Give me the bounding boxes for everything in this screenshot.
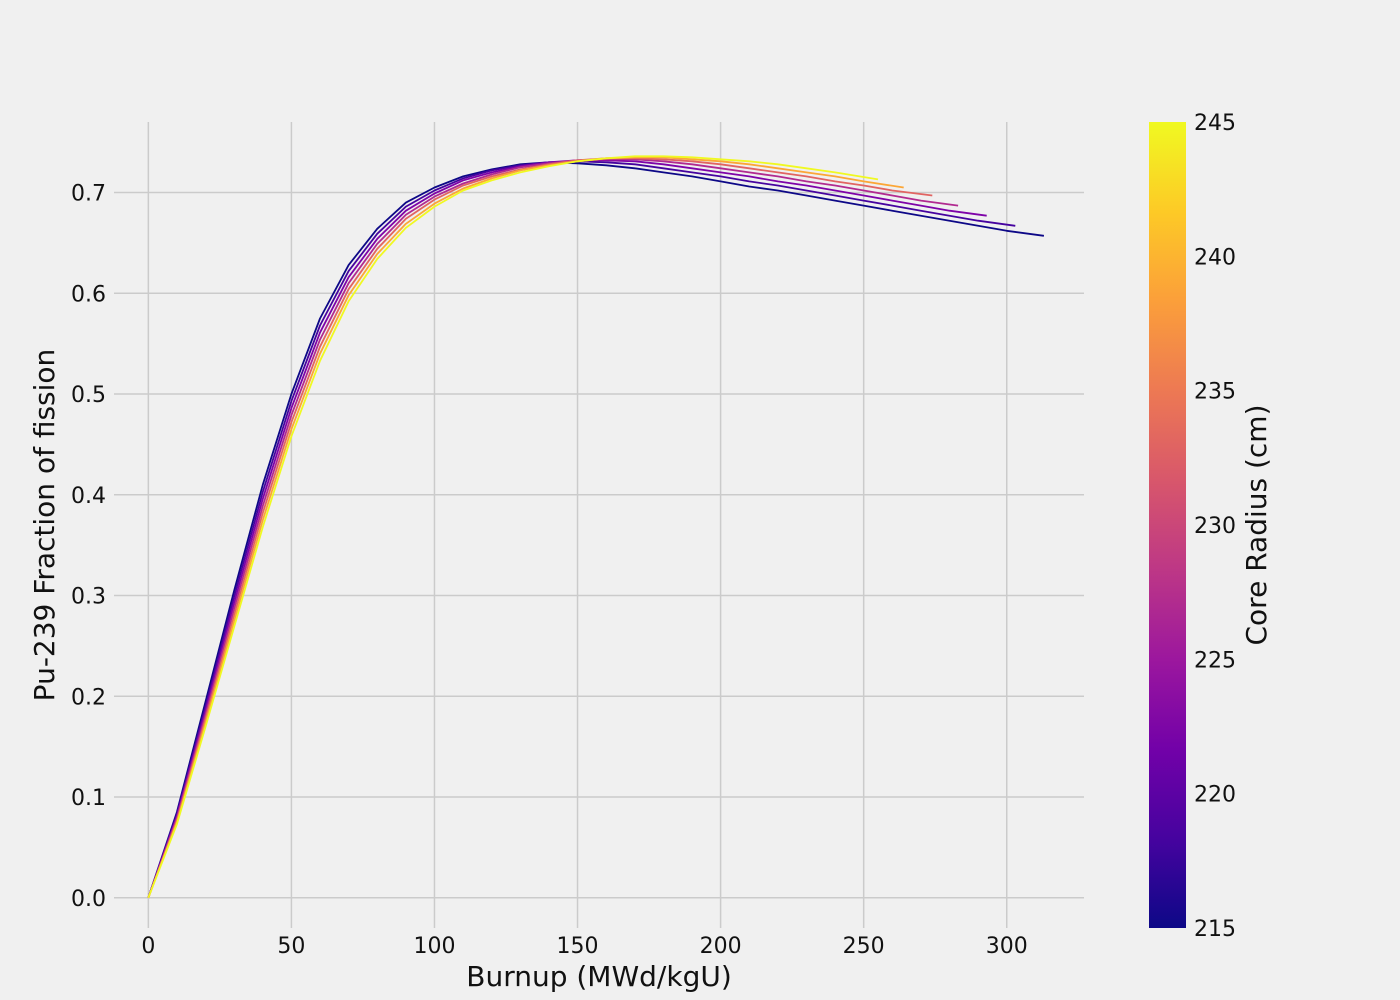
- colorbar: [1149, 122, 1186, 928]
- series-line-230: [147, 158, 959, 899]
- series-line-220: [147, 160, 1016, 899]
- x-tick-label: 250: [843, 934, 885, 959]
- x-tick-label: 100: [413, 934, 455, 959]
- y-tick-label: 0.4: [71, 484, 106, 509]
- colorbar-tick-label: 215: [1194, 917, 1236, 942]
- colorbar-tick-label: 240: [1194, 245, 1236, 270]
- y-tick-label: 0.2: [71, 685, 106, 710]
- y-tick-label: 0.5: [71, 383, 106, 408]
- colorbar-ticks: 215 220 225 230 235 240 245: [1194, 111, 1236, 942]
- series-line-235: [147, 157, 933, 899]
- x-tick-label: 200: [700, 934, 742, 959]
- series-line-245: [147, 155, 879, 899]
- x-axis-ticks: 0 50 100 150 200 250 300: [141, 934, 1027, 959]
- y-axis-label: Pu-239 Fraction of fission: [28, 349, 61, 702]
- colorbar-tick-label: 220: [1194, 783, 1236, 808]
- x-tick-label: 0: [141, 934, 155, 959]
- y-tick-label: 0.6: [71, 282, 106, 307]
- colorbar-tick-label: 235: [1194, 380, 1236, 405]
- y-tick-label: 0.3: [71, 585, 106, 610]
- x-tick-label: 150: [557, 934, 599, 959]
- series-line-225: [147, 159, 987, 899]
- x-axis-label: Burnup (MWd/kgU): [466, 960, 732, 993]
- grid: [114, 122, 1084, 928]
- colorbar-tick-label: 225: [1194, 648, 1236, 673]
- y-axis-ticks: 0.0 0.1 0.2 0.3 0.4 0.5 0.6 0.7: [71, 182, 106, 912]
- y-tick-label: 0.1: [71, 786, 106, 811]
- series-line-240: [147, 156, 904, 899]
- colorbar-tick-label: 230: [1194, 514, 1236, 539]
- series-line-215: [147, 161, 1045, 899]
- x-tick-label: 50: [277, 934, 305, 959]
- series-layer: [147, 155, 1045, 899]
- x-tick-label: 300: [986, 934, 1028, 959]
- colorbar-tick-label: 245: [1194, 111, 1236, 136]
- y-tick-label: 0.0: [71, 887, 106, 912]
- colorbar-label: Core Radius (cm): [1240, 404, 1273, 645]
- y-tick-label: 0.7: [71, 182, 106, 207]
